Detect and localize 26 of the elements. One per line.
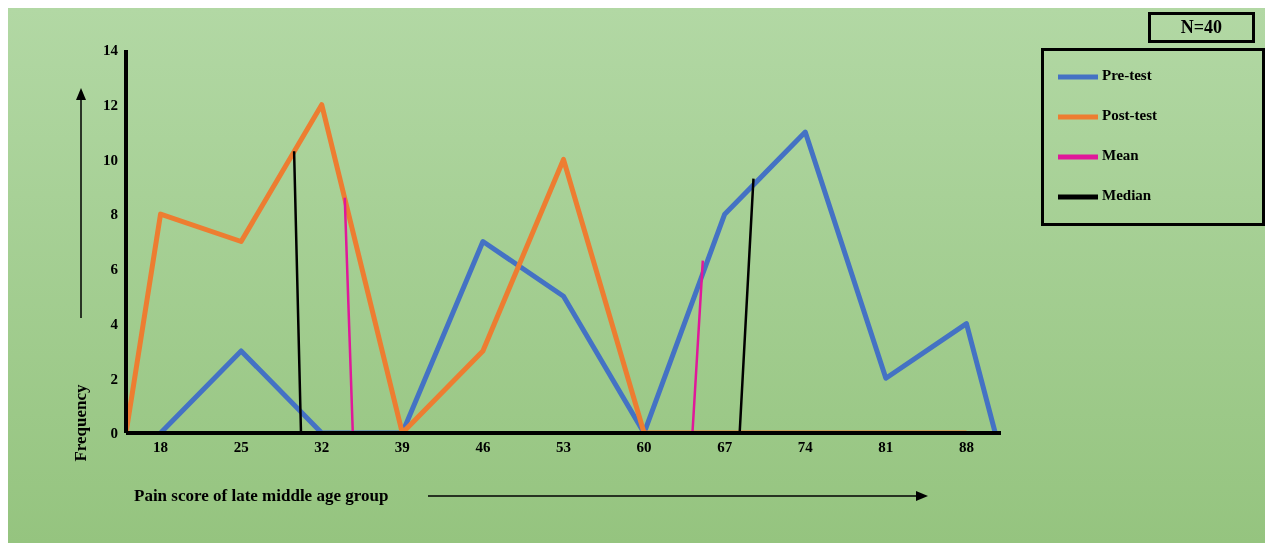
legend-label: Median	[1102, 187, 1152, 204]
y-axis-title: Frequency	[71, 384, 91, 462]
x-tick-label: 88	[958, 438, 974, 455]
x-tick-label: 32	[314, 438, 330, 455]
legend-label: Mean	[1102, 147, 1139, 164]
y-tick-label: 8	[110, 206, 118, 223]
x-tick-label: 67	[717, 438, 733, 455]
legend-label: Pre-test	[1102, 67, 1152, 84]
x-tick-label: 18	[153, 438, 169, 455]
x-tick-label: 74	[797, 438, 814, 455]
x-tick-label: 39	[394, 438, 410, 455]
x-tick-label: 81	[878, 438, 894, 455]
x-axis-title: Pain score of late middle age group	[134, 486, 389, 506]
y-tick-label: 14	[103, 42, 119, 59]
y-tick-label: 6	[110, 261, 119, 278]
y-tick-label: 12	[103, 97, 118, 114]
y-tick-label: 2	[110, 370, 118, 387]
y-tick-label: 10	[103, 151, 118, 168]
x-tick-label: 60	[636, 438, 652, 455]
x-tick-label: 25	[233, 438, 249, 455]
y-tick-label: 4	[110, 315, 119, 332]
y-tick-label: 0	[110, 425, 118, 442]
x-tick-label: 46	[475, 438, 491, 455]
text: N=40	[1147, 12, 1255, 43]
x-tick-label: 53	[556, 438, 571, 455]
legend-label: Post-test	[1102, 107, 1157, 124]
